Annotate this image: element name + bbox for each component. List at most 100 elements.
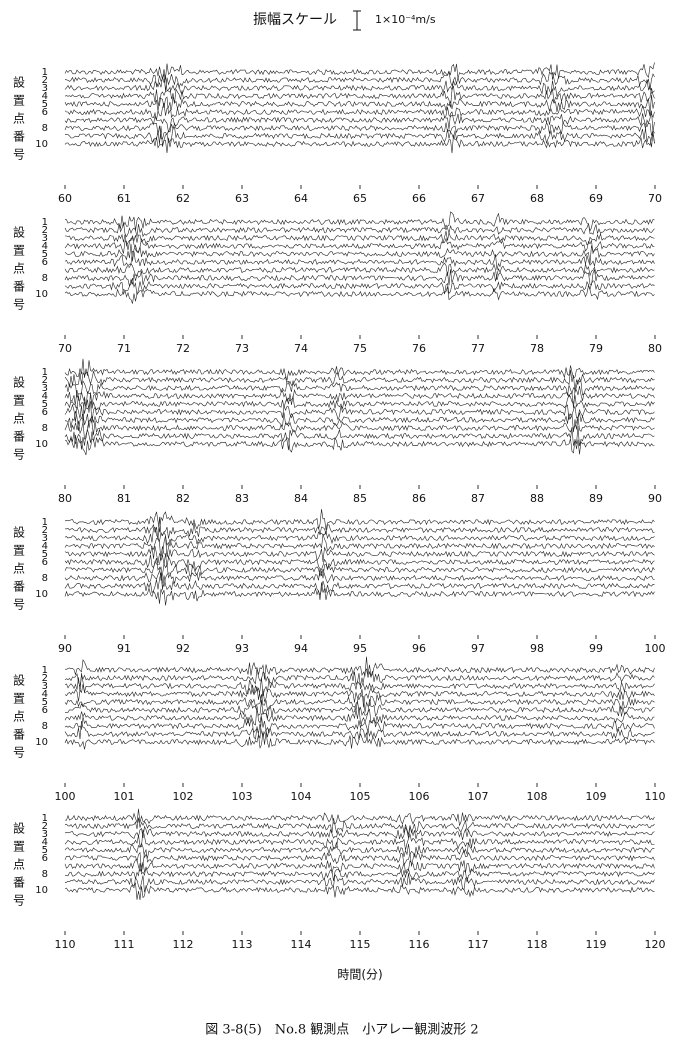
channel-label: 4 xyxy=(42,91,48,102)
channel-label: 8 xyxy=(42,273,48,284)
channel-label: 1 xyxy=(42,665,48,676)
waveform-trace xyxy=(64,656,655,680)
channel-label: 2 xyxy=(42,375,48,386)
waveform-trace xyxy=(65,699,655,719)
channel-label: 3 xyxy=(42,383,48,394)
waveform-trace xyxy=(64,392,655,414)
x-tick-label: 90 xyxy=(648,492,662,505)
channel-label: 5 xyxy=(42,399,48,410)
x-tick-label: 100 xyxy=(55,790,76,803)
waveform-trace xyxy=(64,284,655,304)
x-tick-label: 87 xyxy=(471,492,485,505)
y-axis-label: 設置点番号 xyxy=(12,75,26,166)
x-tick-label: 99 xyxy=(589,642,603,655)
waveform-trace xyxy=(64,863,655,883)
channel-label: 10 xyxy=(35,289,48,300)
channel-label: 5 xyxy=(42,249,48,260)
x-tick-label: 79 xyxy=(589,342,603,355)
channel-label: 1 xyxy=(42,217,48,228)
channel-label: 4 xyxy=(42,391,48,402)
x-tick-label: 78 xyxy=(530,342,544,355)
x-tick-label: 116 xyxy=(409,938,430,951)
channel-label: 10 xyxy=(35,139,48,150)
x-tick-label: 98 xyxy=(530,642,544,655)
channel-label: 6 xyxy=(42,257,48,268)
waveform-trace xyxy=(64,70,655,92)
channel-label: 10 xyxy=(35,885,48,896)
channel-label: 4 xyxy=(42,541,48,552)
waveform-trace xyxy=(64,278,655,296)
x-tick-label: 76 xyxy=(412,342,426,355)
x-tick-label: 117 xyxy=(468,938,489,951)
waveform-trace xyxy=(64,416,655,440)
waveform-trace xyxy=(64,572,655,596)
waveform-trace xyxy=(64,222,655,238)
waveform-trace xyxy=(64,716,655,740)
x-tick-label: 97 xyxy=(471,642,485,655)
scale-value: 1×10⁻⁴m/s xyxy=(375,13,436,26)
x-tick-label: 80 xyxy=(58,492,72,505)
waveform-trace xyxy=(64,385,655,409)
y-axis-label: 設置点番号 xyxy=(12,673,26,764)
x-tick-label: 114 xyxy=(291,938,312,951)
waveform-trace xyxy=(64,211,655,232)
y-axis-label: 設置点番号 xyxy=(12,375,26,466)
waveform-trace xyxy=(64,557,655,581)
x-tick-label: 70 xyxy=(58,342,72,355)
x-tick-label: 111 xyxy=(114,938,135,951)
x-tick-label: 108 xyxy=(527,790,548,803)
x-tick-label: 63 xyxy=(235,192,249,205)
x-tick-label: 101 xyxy=(114,790,135,803)
channel-label: 5 xyxy=(42,99,48,110)
waveform-trace xyxy=(64,131,655,154)
waveform-trace xyxy=(64,882,655,901)
waveform-trace xyxy=(64,582,655,606)
channel-label: 5 xyxy=(42,845,48,856)
waveform-trace xyxy=(64,729,655,750)
x-tick-label: 94 xyxy=(294,642,308,655)
channel-label: 6 xyxy=(42,107,48,118)
x-tick-label: 84 xyxy=(294,492,308,505)
y-axis-label: 設置点番号 xyxy=(12,225,26,316)
x-tick-label: 120 xyxy=(645,938,666,951)
channel-label: 2 xyxy=(42,821,48,832)
x-tick-label: 110 xyxy=(55,938,76,951)
channel-label: 4 xyxy=(42,241,48,252)
channel-label: 4 xyxy=(42,837,48,848)
waveform-trace xyxy=(64,841,655,859)
x-tick-label: 103 xyxy=(232,790,253,803)
x-tick-label: 104 xyxy=(291,790,312,803)
waveform-trace xyxy=(64,267,655,287)
channel-label: 10 xyxy=(35,737,48,748)
x-tick-label: 83 xyxy=(235,492,249,505)
x-tick-label: 69 xyxy=(589,192,603,205)
x-tick-label: 73 xyxy=(235,342,249,355)
waveform-trace xyxy=(64,825,655,841)
x-tick-label: 92 xyxy=(176,642,190,655)
channel-label: 3 xyxy=(42,83,48,94)
waveform-trace xyxy=(64,243,655,264)
waveform-trace xyxy=(64,546,655,564)
waveform-trace xyxy=(64,237,655,255)
caption: 図 3-8(5) No.8 観測点 小アレー観測波形 2 xyxy=(205,1023,478,1038)
x-tick-label: 100 xyxy=(645,642,666,655)
waveform-trace xyxy=(64,673,655,700)
channel-label: 6 xyxy=(42,853,48,864)
waveform-trace xyxy=(64,683,655,708)
channel-label: 2 xyxy=(42,75,48,86)
channel-label: 5 xyxy=(42,549,48,560)
x-tick-label: 110 xyxy=(645,790,666,803)
channel-label: 10 xyxy=(35,439,48,450)
waveform-trace xyxy=(64,85,655,108)
x-tick-label: 113 xyxy=(232,938,253,951)
x-tick-label: 70 xyxy=(648,192,662,205)
channel-label: 3 xyxy=(42,233,48,244)
channel-label: 4 xyxy=(42,689,48,700)
x-tick-label: 74 xyxy=(294,342,308,355)
x-tick-label: 86 xyxy=(412,492,426,505)
x-tick-label: 75 xyxy=(353,342,367,355)
x-tick-label: 118 xyxy=(527,938,548,951)
waveform-trace xyxy=(64,369,655,393)
x-tick-label: 106 xyxy=(409,790,430,803)
waveform-trace xyxy=(64,119,655,140)
